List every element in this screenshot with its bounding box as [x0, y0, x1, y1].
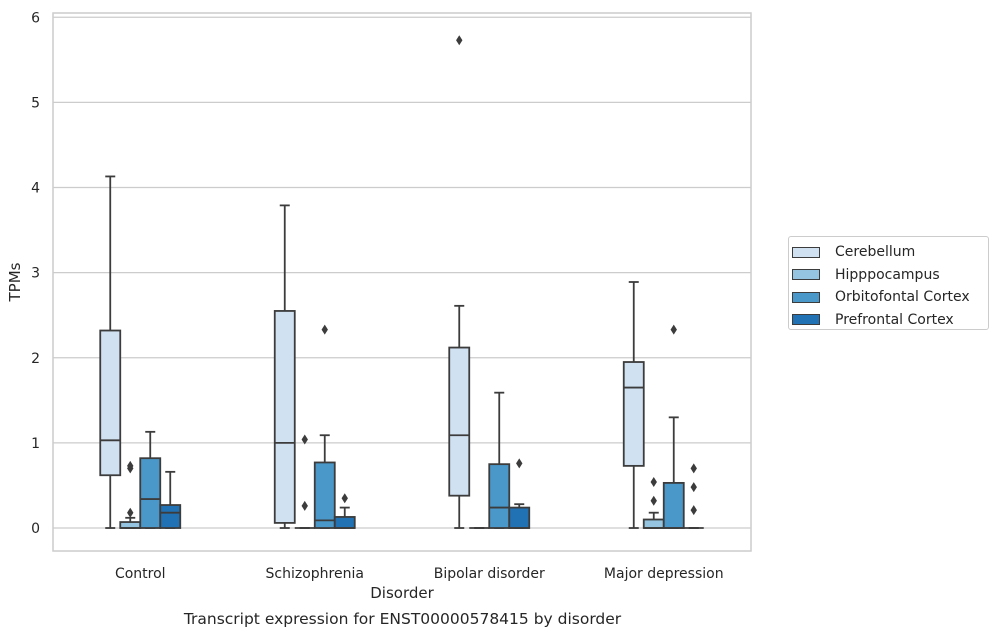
box-2-1 [313, 324, 336, 529]
outlier-point [127, 460, 134, 471]
y-tick-label: 5 [31, 95, 40, 111]
box-body [622, 361, 645, 467]
outlier-point [341, 493, 348, 504]
box-body [488, 463, 511, 529]
y-tick-label: 2 [31, 351, 40, 367]
box-2-0 [139, 430, 162, 529]
box-body [139, 457, 162, 529]
legend-swatch [792, 291, 820, 303]
legend-label: Prefrontal Cortex [835, 311, 954, 328]
box-body [508, 506, 531, 529]
outlier-point [321, 324, 328, 335]
box-1-0 [119, 460, 142, 529]
box-body [642, 518, 665, 529]
box-body [99, 329, 122, 477]
x-axis-label: Disorder [370, 584, 434, 602]
outlier-point [650, 477, 657, 488]
y-tick-label: 4 [31, 181, 40, 197]
outlier-point [456, 35, 463, 46]
legend-label: Hipppocampus [835, 266, 940, 283]
box-3-1 [333, 493, 356, 529]
legend-item: Orbitofontal Cortex [789, 286, 988, 309]
x-tick-label: Major depression [604, 566, 724, 582]
y-tick-label: 0 [31, 521, 40, 537]
box-2-2 [488, 391, 511, 529]
outlier-point [670, 324, 677, 335]
box-body [313, 461, 336, 529]
box-3-2 [508, 458, 531, 529]
x-tick-label: Bipolar disorder [434, 566, 545, 582]
legend-item: Hipppocampus [789, 264, 988, 287]
box-body [662, 481, 685, 529]
y-tick-labels: 0 1 2 3 4 5 6 [31, 10, 40, 537]
outlier-point [301, 434, 308, 445]
legend-item: Prefrontal Cortex [789, 309, 988, 332]
legend: Cerebellum Hipppocampus Orbitofontal Corte… [788, 236, 989, 330]
x-tick-label: Control [115, 566, 166, 582]
box-groups [99, 35, 704, 529]
box-0-3 [622, 281, 645, 529]
box-3-3 [683, 463, 704, 529]
legend-swatch [792, 246, 820, 258]
box-2-3 [662, 324, 685, 529]
outlier-point [127, 507, 134, 518]
y-tick-label: 1 [31, 436, 40, 452]
box-body [333, 516, 356, 529]
y-tick-label: 6 [31, 10, 40, 26]
legend-swatch [792, 314, 820, 326]
y-axis-label: TPMs [6, 262, 24, 302]
legend-swatch [792, 269, 820, 281]
outlier-point [650, 495, 657, 506]
legend-item: Cerebellum [789, 241, 988, 264]
legend-label: Cerebellum [835, 244, 916, 261]
outlier-point [690, 505, 697, 516]
x-tick-label: Schizophrenia [266, 566, 364, 582]
box-body [448, 346, 471, 497]
x-tick-labels: Control Schizophrenia Bipolar disorder Majo… [115, 566, 724, 582]
box-body [273, 310, 296, 524]
outlier-point [690, 482, 697, 493]
outlier-point [690, 463, 697, 474]
y-tick-label: 3 [31, 266, 40, 282]
box-1-1 [294, 434, 315, 529]
box-0-0 [99, 175, 122, 529]
box-body [159, 504, 182, 529]
legend-label: Orbitofontal Cortex [835, 289, 970, 306]
chart-caption: Transcript expression for ENST0000057841… [183, 610, 622, 628]
box-0-2 [448, 35, 471, 529]
outlier-point [516, 458, 523, 469]
outlier-point [301, 500, 308, 511]
box-3-0 [159, 470, 182, 529]
box-0-1 [273, 204, 296, 529]
